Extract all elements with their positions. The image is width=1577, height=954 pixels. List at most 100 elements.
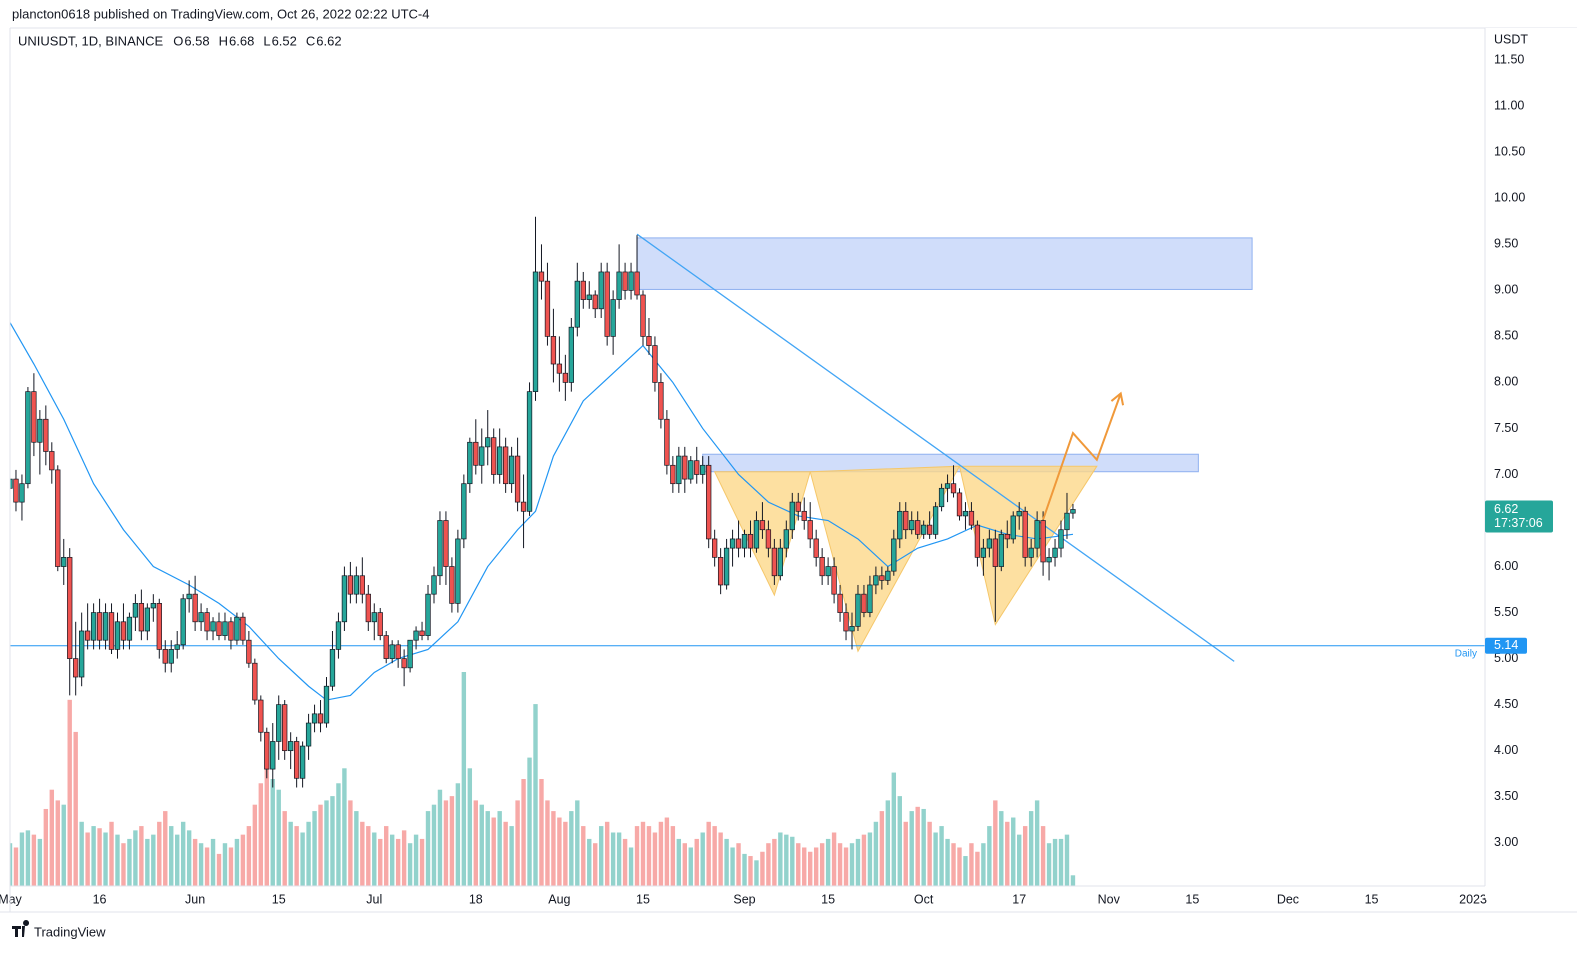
candle-body [126, 616, 133, 641]
candle-body [419, 630, 425, 636]
candle-body [413, 630, 419, 641]
candle-body [359, 575, 365, 595]
candle-body [735, 538, 742, 549]
volume-bar [772, 838, 777, 886]
candle-body [90, 612, 97, 641]
volume-bar [784, 834, 789, 886]
volume-bar [49, 789, 55, 886]
volume-bar [318, 804, 323, 886]
candle-body [138, 603, 145, 632]
candle-body [228, 621, 234, 641]
volume-bar [378, 838, 383, 886]
candle-body [383, 635, 389, 659]
hline-price-label: 5.14 [1494, 638, 1518, 652]
candle-body [765, 529, 772, 549]
volume-bar [491, 817, 496, 886]
candle-body [1046, 556, 1052, 563]
candle-body [974, 524, 981, 558]
candle-body [25, 391, 31, 485]
volume-bar [425, 811, 431, 886]
y-tick-label: 7.00 [1494, 467, 1518, 481]
volume-bar [330, 796, 335, 886]
x-tick-label: 15 [821, 892, 835, 906]
volume-bar [443, 800, 449, 886]
x-tick-label: Dec [1277, 892, 1299, 906]
volume-bar [873, 821, 879, 886]
volume-bar [19, 832, 25, 886]
volume-bar [593, 843, 598, 886]
candle-body [921, 524, 927, 535]
candle-body [998, 533, 1004, 567]
candle-body [717, 556, 724, 586]
candle-body [586, 294, 592, 300]
candle-body [288, 741, 294, 752]
volume-bar [294, 826, 299, 886]
volume-bar [604, 821, 610, 886]
volume-bar [43, 808, 49, 886]
volume-bar [843, 847, 849, 886]
y-tick-label: 11.50 [1494, 53, 1524, 67]
candle-body [1028, 547, 1034, 558]
volume-bar [802, 847, 807, 886]
volume-bar [407, 843, 413, 886]
candle-body [491, 437, 497, 475]
zone [636, 237, 1253, 290]
plot-area: Daily [10, 216, 1485, 886]
projection-arrowhead [1110, 391, 1125, 406]
volume-bar [742, 853, 747, 886]
candle-body [712, 538, 718, 558]
volume-bar [981, 843, 986, 886]
candle-body [795, 501, 801, 512]
candle-body [365, 593, 371, 623]
volume-bar [1034, 800, 1040, 886]
volume-bar [563, 821, 568, 886]
volume-bar [640, 821, 646, 886]
volume-bar [819, 843, 825, 886]
candle-body [604, 271, 610, 337]
volume-bar [575, 800, 580, 886]
candle-body [688, 460, 694, 480]
candle-body [670, 464, 676, 485]
volume-bar [186, 830, 192, 886]
volume-bar [73, 731, 78, 886]
candle-body [210, 621, 216, 632]
y-tick-label: 8.50 [1494, 329, 1518, 343]
candle-body [753, 520, 760, 549]
hline-price-box [1485, 637, 1527, 654]
volume-bar [479, 804, 484, 886]
candle-body [783, 529, 789, 549]
volume-bar [987, 826, 992, 886]
candle-body [532, 271, 539, 392]
candle-body [938, 487, 945, 508]
volume-bar [175, 834, 180, 886]
candle-body [1022, 510, 1028, 558]
candle-body [968, 510, 975, 526]
volume-bar [718, 832, 723, 886]
candle-body [700, 464, 706, 475]
volume-bar [467, 768, 473, 886]
volume-bar [933, 832, 938, 886]
candle-body [502, 446, 509, 485]
candle-body [652, 345, 658, 383]
candle-body [473, 441, 479, 466]
candle-body [401, 658, 407, 669]
candle-body [747, 533, 754, 549]
candle-body [867, 584, 873, 613]
candle-body [79, 630, 85, 678]
volume-bar [1022, 826, 1028, 886]
volume-bar [67, 699, 72, 886]
volume-bar [85, 832, 90, 886]
candle-body [49, 451, 55, 471]
ohlc-value: 6.52 [272, 33, 297, 48]
candle-body [347, 575, 354, 595]
volume-bar [133, 830, 138, 886]
candle-body [252, 662, 258, 701]
last-price-label: 6.62 [1494, 502, 1518, 516]
candle-body [311, 713, 318, 724]
volume-bar [324, 800, 329, 886]
candle-body [198, 612, 204, 623]
candle-body [628, 271, 634, 291]
volume-bar [419, 838, 425, 886]
candle-body [915, 520, 921, 535]
